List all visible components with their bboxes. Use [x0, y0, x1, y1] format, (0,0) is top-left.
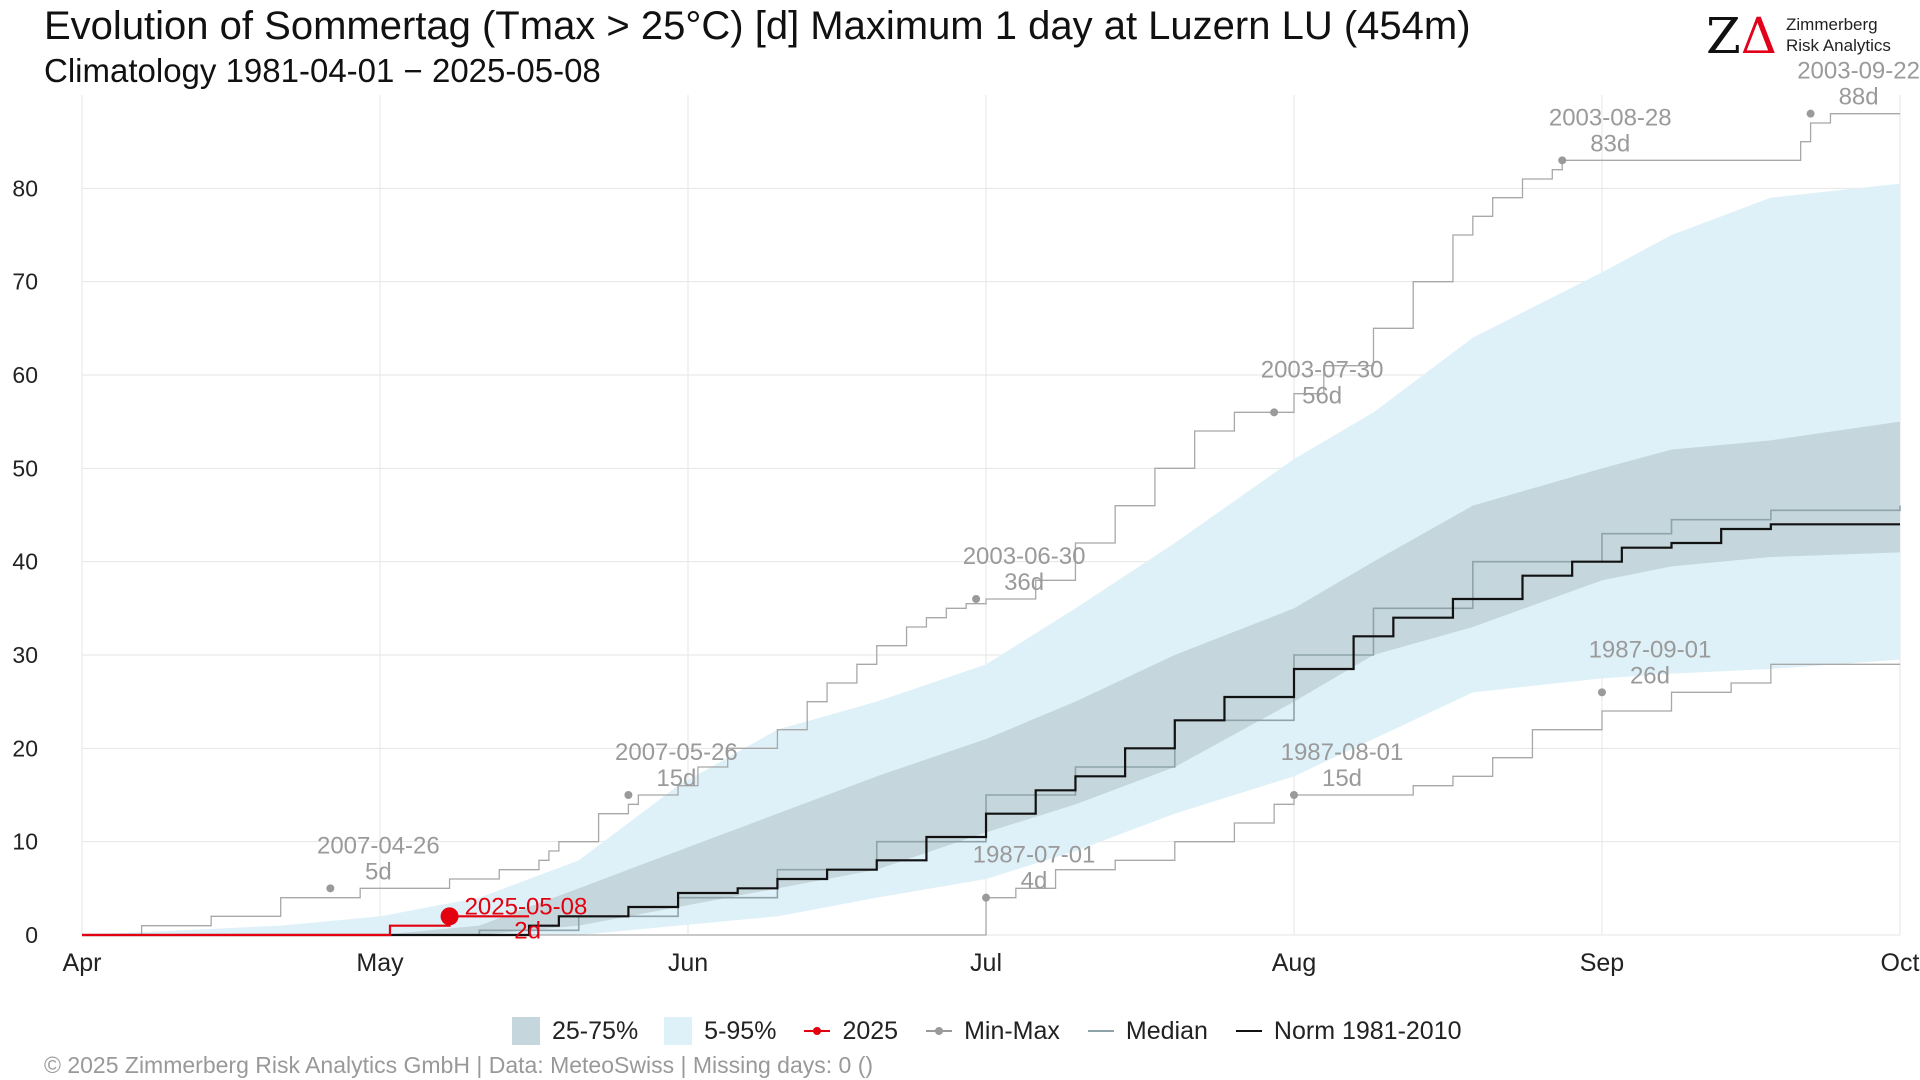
chart-subtitle: Climatology 1981-04-01 − 2025-05-08 — [44, 52, 601, 89]
x-tick-label: Jul — [970, 949, 1002, 977]
extreme-value-label: 4d — [1021, 868, 1048, 895]
y-tick-label: 70 — [12, 269, 38, 295]
legend-item: Norm 1981-2010 — [1234, 1017, 1462, 1046]
extreme-point — [972, 595, 981, 603]
y-tick-label: 50 — [12, 455, 38, 481]
legend-swatch-icon — [1087, 1030, 1114, 1032]
extreme-value-label: 15d — [656, 765, 696, 792]
legend-item: Median — [1086, 1017, 1208, 1046]
extreme-date-label: 1987-07-01 — [973, 842, 1096, 869]
logo-line-2: Risk Analytics — [1786, 36, 1891, 55]
extreme-point — [1597, 688, 1606, 697]
legend-label: Min-Max — [964, 1016, 1060, 1045]
band-25-75 — [82, 421, 1900, 936]
x-tick-label: Apr — [63, 949, 102, 977]
logo-mark-icon: ZΔ — [1706, 7, 1777, 65]
legend-item: 5-95% — [664, 1017, 776, 1046]
extreme-point — [624, 791, 633, 799]
y-tick-label: 30 — [12, 642, 38, 668]
legend-label: 2025 — [842, 1016, 899, 1045]
extreme-value-label: 83d — [1590, 130, 1630, 157]
band-5-95 — [82, 183, 1900, 935]
extreme-point — [1558, 156, 1567, 165]
extreme-date-label: 2003-08-28 — [1549, 104, 1672, 131]
y-tick-label: 40 — [12, 549, 38, 575]
legend-swatch-icon — [804, 1027, 831, 1035]
extreme-date-label: 1987-09-01 — [1589, 636, 1712, 663]
legend-item: 2025 — [802, 1017, 898, 1046]
extreme-date-label: 2007-05-26 — [615, 739, 738, 766]
extreme-date-label: 1987-08-01 — [1281, 739, 1404, 766]
legend-label: Median — [1125, 1016, 1208, 1045]
extreme-value-label: 26d — [1630, 662, 1670, 689]
legend-swatch-icon — [664, 1017, 693, 1045]
x-tick-label: Aug — [1272, 949, 1316, 977]
extreme-point — [1290, 791, 1298, 799]
current-value-label: 2d — [514, 917, 541, 944]
y-tick-label: 60 — [12, 362, 38, 388]
extreme-point — [326, 884, 335, 893]
extreme-value-label: 5d — [365, 858, 392, 885]
series-2025-line — [82, 915, 530, 937]
extreme-value-label: 56d — [1302, 382, 1342, 409]
logo-text: Zimmerberg Risk Analytics — [1786, 14, 1891, 56]
extreme-value-label: 15d — [1322, 765, 1362, 792]
current-point — [440, 907, 459, 926]
extreme-value-label: 88d — [1839, 84, 1879, 111]
legend-item: 25-75% — [512, 1017, 638, 1046]
extreme-point — [1806, 109, 1815, 118]
legend-label: Norm 1981-2010 — [1273, 1016, 1462, 1045]
series-min-line — [82, 663, 1900, 936]
extreme-date-label: 2003-09-22 — [1797, 58, 1920, 85]
current-date-label: 2025-05-08 — [465, 893, 588, 920]
y-tick-label: 10 — [12, 829, 38, 855]
logo-line-1: Zimmerberg — [1786, 15, 1878, 34]
extreme-value-label: 36d — [1004, 569, 1044, 596]
x-tick-label: Oct — [1881, 949, 1920, 977]
footer-credits: © 2025 Zimmerberg Risk Analytics GmbH | … — [44, 1052, 874, 1078]
series-max-line — [82, 113, 1900, 936]
series-norm-1981-2010-line — [82, 523, 1900, 937]
x-tick-label: May — [356, 949, 404, 977]
legend-swatch-icon — [926, 1027, 953, 1035]
extreme-date-label: 2003-06-30 — [963, 543, 1086, 570]
extreme-point — [982, 893, 991, 902]
legend-label: 25-75% — [552, 1016, 639, 1045]
x-tick-label: Jun — [668, 949, 708, 977]
chart-legend: 25-75% 5-95% 2025 Min-Max Median Norm 1981-20… — [512, 1014, 1488, 1048]
company-logo: ZΔ Zimmerberg Risk Analytics — [1706, 10, 1906, 62]
y-tick-label: 80 — [12, 175, 38, 201]
y-tick-label: 0 — [25, 922, 38, 948]
legend-swatch-icon — [1235, 1030, 1262, 1032]
extreme-date-label: 2003-07-30 — [1261, 356, 1384, 383]
extreme-date-label: 2007-04-26 — [317, 832, 440, 859]
y-tick-label: 20 — [12, 735, 38, 761]
legend-item: Min-Max — [924, 1017, 1060, 1046]
x-tick-label: Sep — [1580, 949, 1624, 977]
chart-title: Evolution of Sommertag (Tmax > 25°C) [d]… — [44, 4, 1471, 48]
legend-label: 5-95% — [704, 1016, 777, 1045]
legend-swatch-icon — [512, 1017, 540, 1045]
extreme-point — [1270, 408, 1279, 417]
